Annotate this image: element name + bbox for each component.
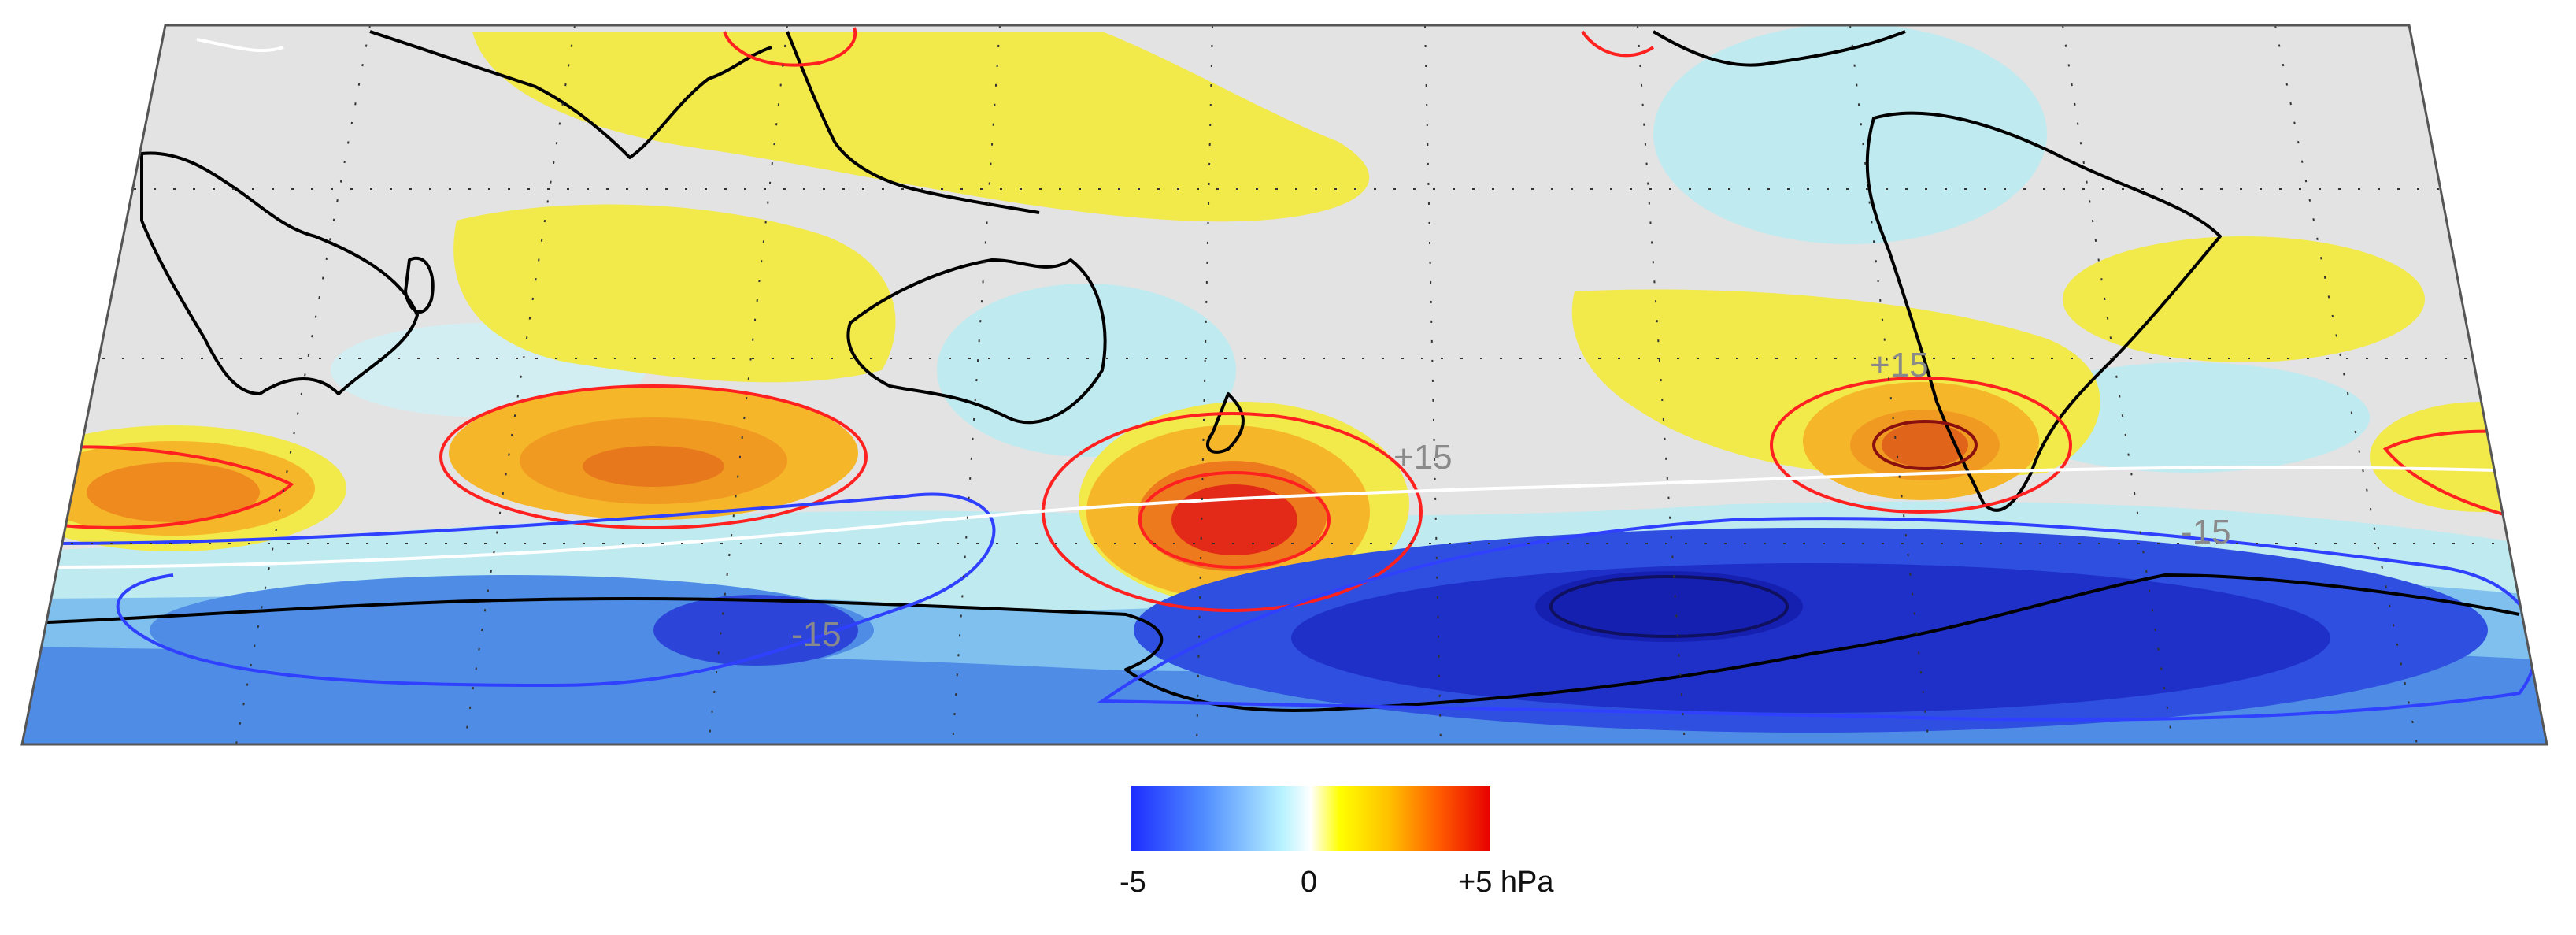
negative-contour	[46, 492, 996, 688]
high-nz-core	[1171, 484, 1297, 555]
colorbar-mid-label: 0	[1301, 866, 1318, 899]
high-indian-core	[583, 446, 724, 487]
yellow-anomaly-indian	[453, 204, 896, 383]
map-frame	[20, 24, 2548, 746]
new-zealand-coastline	[1206, 392, 1245, 454]
light-blue-patch	[937, 284, 1236, 457]
australia-coastline	[846, 258, 1107, 425]
zero-contour	[31, 466, 2547, 569]
positive-contour	[439, 384, 868, 529]
meridian-line	[1637, 25, 1686, 744]
africa-coastline	[140, 151, 419, 395]
madagascar-coastline	[404, 257, 435, 314]
zero-contour	[196, 38, 284, 53]
graticule	[71, 25, 2515, 744]
light-blue-patch	[1653, 25, 2047, 244]
positive-contour	[723, 27, 857, 67]
meridian-line	[1424, 25, 1442, 744]
contour-label-sa-high: +15	[1870, 346, 1929, 384]
colorbar: -5 0 +5 hPa	[1120, 784, 1554, 910]
high-sa-core	[1882, 423, 1968, 467]
meridian-line	[952, 25, 1001, 744]
contour-label-atlantic-low: -15	[2181, 513, 2231, 551]
positive-contour	[1581, 30, 1655, 58]
yellow-anomaly-south-atlantic	[2063, 236, 2425, 362]
positive-contour	[46, 445, 294, 529]
meridian-line	[1196, 25, 1213, 744]
low-indian-core	[653, 595, 858, 666]
negative-contour-inner	[1549, 575, 1789, 638]
arabia-india-coastline	[369, 30, 772, 159]
low-amundsen-core	[1535, 571, 1803, 642]
colorbar-gradient	[1131, 786, 1490, 851]
south-america-coastline	[1865, 111, 2222, 512]
positive-contour	[1770, 377, 2072, 514]
southeast-asia-coastline	[786, 31, 1040, 214]
high-south-atlantic-core	[87, 462, 260, 522]
contour-label-indian-low: -15	[791, 615, 842, 654]
colorbar-max-label: +5 hPa	[1458, 866, 1554, 899]
meridian-line	[2274, 25, 2418, 744]
positive-contour-inner	[1138, 471, 1331, 569]
low-amundsen-mid	[1291, 563, 2330, 713]
yellow-anomaly-north	[472, 32, 1370, 222]
positive-contour-inner	[1872, 420, 1978, 470]
colorbar-min-label: -5	[1120, 866, 1146, 899]
north-america-coastline	[1652, 30, 1906, 67]
contour-label-nz-high: +15	[1393, 438, 1453, 477]
